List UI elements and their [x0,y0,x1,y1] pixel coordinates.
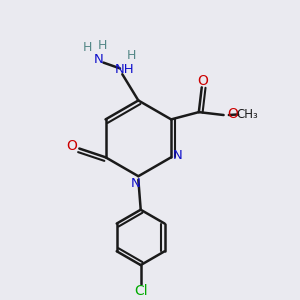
Text: NH: NH [115,63,134,76]
Text: N: N [131,177,141,190]
Text: N: N [94,53,104,66]
Text: O: O [197,74,208,88]
Text: O: O [67,139,77,153]
Text: CH₃: CH₃ [236,108,258,121]
Text: N: N [173,149,182,162]
Text: H: H [98,39,107,52]
Text: H: H [127,49,136,62]
Text: O: O [227,107,238,122]
Text: Cl: Cl [134,284,148,298]
Text: H: H [83,40,92,54]
